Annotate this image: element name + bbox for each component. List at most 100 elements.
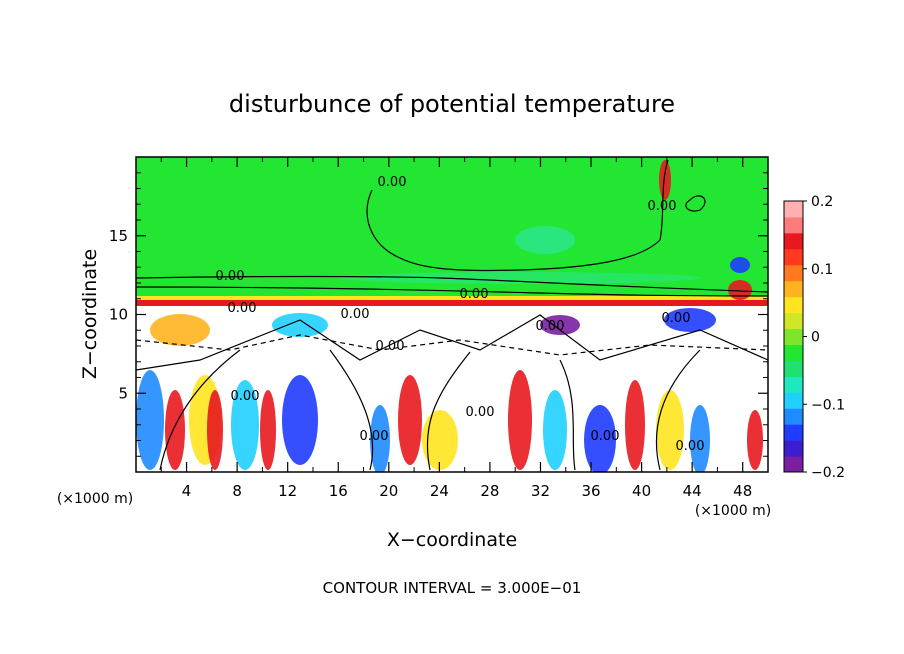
x-tick-label: 20 [379, 482, 398, 500]
contour-label: 0.00 [341, 307, 370, 322]
contour-label: 0.00 [216, 269, 245, 284]
x-tick-label: 28 [480, 482, 499, 500]
x-axis: 4 8 12 16 20 24 28 32 36 40 44 48 [160, 157, 752, 500]
contour-line [655, 349, 701, 471]
x-unit-right: (×1000 m) [695, 503, 771, 519]
inversion-band [136, 300, 768, 306]
colorbar-swatch [784, 360, 803, 377]
field-feature [625, 380, 645, 470]
x-tick-label: 36 [581, 482, 600, 500]
x-tick-label: 32 [531, 482, 550, 500]
x-axis-label: X−coordinate [387, 529, 517, 551]
colorbar-swatch [784, 424, 803, 441]
upper-cyan-band [340, 272, 700, 284]
contour-line [136, 275, 768, 293]
contour-interval: CONTOUR INTERVAL = 3.000E−01 [323, 579, 582, 597]
colorbar-swatch [784, 280, 803, 298]
contour-line [136, 334, 768, 356]
contour-line [685, 195, 706, 212]
contour-label: 0.00 [591, 429, 620, 444]
field-feature [260, 390, 276, 470]
colorbar-swatch [784, 344, 803, 361]
colorbar-tick-label: −0.2 [811, 465, 845, 481]
field-feature [165, 390, 185, 470]
colorbar-swatch [784, 232, 803, 250]
contour-label: 0.00 [536, 319, 565, 334]
y-axis: 5 10 15 [109, 172, 768, 457]
field-feature [323, 390, 367, 470]
contour-label: 0.00 [662, 311, 691, 326]
contour-label: 0.00 [378, 175, 407, 190]
field-feature [728, 280, 752, 300]
plot-area: 0.00 0.00 0.00 0.00 0.00 0.00 0.00 0.00 0.00 0.00… [136, 157, 768, 472]
x-tick-label: 24 [430, 482, 449, 500]
x-tick-label: 40 [632, 482, 651, 500]
contour-label: 0.00 [676, 439, 705, 454]
field-feature [422, 410, 458, 470]
contour-label: 0.00 [466, 405, 495, 420]
colorbar-tick-label: 0 [811, 330, 820, 346]
colorbar-swatch [784, 376, 803, 393]
contour-label: 0.00 [228, 301, 257, 316]
contour-label: 0.00 [376, 339, 405, 354]
field-feature [584, 405, 616, 472]
field-feature [463, 390, 507, 470]
y-axis-label: Z−coordinate [79, 249, 101, 379]
colorbar-swatch [784, 201, 803, 218]
colorbar-swatch [784, 408, 803, 425]
field-feature [231, 380, 259, 470]
field-feature [398, 375, 422, 465]
colorbar-tick-label: 0.1 [811, 262, 833, 278]
x-tick-label: 8 [232, 482, 242, 500]
colorbar-swatch [784, 456, 803, 473]
colorbar-swatch [784, 216, 803, 234]
field-feature [150, 314, 210, 346]
y-tick-label: 15 [109, 227, 128, 245]
x-tick-label: 16 [329, 482, 348, 500]
field-feature [656, 390, 684, 470]
contour-label: 0.00 [460, 287, 489, 302]
contour-line [426, 351, 471, 471]
contour-label: 0.00 [648, 199, 677, 214]
lower-layer-features [136, 160, 763, 472]
y-tick-label: 10 [109, 306, 128, 324]
contour-labels: 0.00 0.00 0.00 0.00 0.00 0.00 0.00 0.00 0.00 0.00… [216, 175, 705, 454]
upper-cyan-patch [515, 226, 575, 254]
field-feature [540, 315, 580, 335]
contour-label: 0.00 [231, 389, 260, 404]
field-feature [690, 405, 710, 472]
x-tick-label: 48 [733, 482, 752, 500]
contour-line [136, 314, 768, 371]
y-tick-label: 5 [118, 384, 128, 402]
field-feature [136, 370, 164, 470]
field-feature [747, 410, 763, 470]
x-tick-label: 12 [278, 482, 297, 500]
colorbar-swatch [784, 328, 803, 345]
colorbar-swatch [784, 296, 803, 314]
contour-line [136, 286, 768, 297]
contour-line [559, 359, 576, 471]
colorbar-swatch [784, 440, 803, 457]
x-tick-label: 4 [182, 482, 192, 500]
contour-label: 0.00 [360, 429, 389, 444]
colorbar-swatch [784, 264, 803, 282]
colorbar-tick-label: −0.1 [811, 397, 845, 413]
field-feature [508, 370, 532, 470]
inversion-band-edge [136, 296, 768, 300]
contour-lines [136, 159, 768, 471]
colorbar-swatch [784, 248, 803, 266]
contour-line [366, 159, 669, 272]
contour-line [329, 349, 374, 471]
field-feature [272, 313, 328, 337]
colorbar-swatch [784, 312, 803, 330]
colorbar: 0.2 0.1 0 −0.1 −0.2 [783, 194, 845, 481]
field-feature [659, 160, 671, 200]
field-feature [370, 405, 390, 472]
x-tick-label: 44 [683, 482, 702, 500]
field-feature [282, 375, 318, 465]
upper-layer-fill [136, 157, 768, 307]
field-feature [664, 308, 716, 332]
field-feature [543, 390, 567, 470]
contour-line [159, 349, 241, 471]
